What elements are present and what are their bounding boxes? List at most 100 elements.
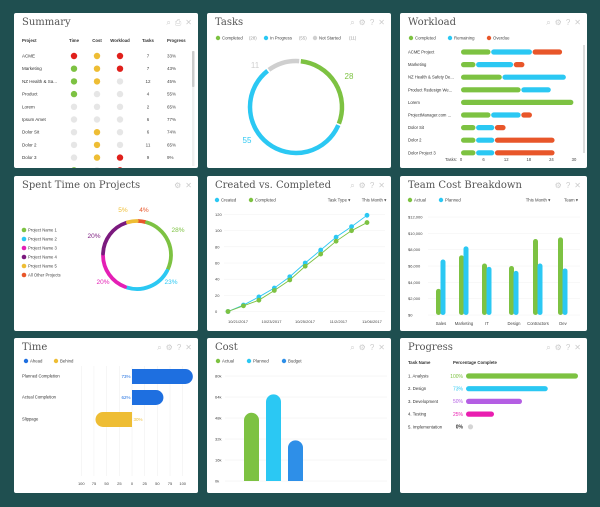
legend-dot (248, 197, 254, 203)
close-icon[interactable]: ✕ (185, 343, 192, 352)
cost-status-dot (93, 154, 101, 161)
data-point (318, 251, 324, 257)
close-icon[interactable]: ✕ (185, 18, 192, 27)
cost-status-dot (93, 90, 101, 98)
help-icon[interactable]: ? (369, 181, 375, 190)
bar-segment-remaining (476, 150, 495, 156)
gear-icon[interactable]: ⚙ (554, 181, 562, 190)
y-tick: $8,000 (408, 247, 421, 252)
cost-panel: Cost ⌕ ⚙? ✕ Actual Planned Budget 0k 16k 32k 48k 64… (207, 338, 391, 493)
gear-icon[interactable]: ⚙ (165, 343, 173, 352)
export-icon[interactable]: ⎙ (174, 18, 182, 27)
bar-actual (558, 237, 563, 315)
close-icon[interactable]: ✕ (378, 18, 385, 27)
help-icon[interactable]: ? (565, 18, 571, 27)
help-icon[interactable]: ? (565, 343, 571, 352)
task-type-dropdown[interactable]: Task Type ▾ (328, 198, 351, 203)
x-tick: 0 (131, 481, 134, 486)
tasks-count: 6 (147, 130, 150, 135)
bar-actual (509, 266, 514, 315)
gear-icon[interactable]: ⚙ (174, 181, 182, 190)
period-dropdown[interactable]: This Month ▾ (362, 198, 387, 203)
time-status-dot (70, 52, 78, 60)
x-tick: 50 (104, 481, 109, 486)
data-point (333, 234, 339, 240)
tasks-count: 2 (147, 104, 150, 109)
time-status-dot (70, 90, 78, 98)
close-icon[interactable]: ✕ (378, 181, 385, 190)
search-icon[interactable]: ⌕ (157, 343, 162, 352)
help-icon[interactable]: ? (369, 18, 375, 27)
y-tick: 100 (215, 228, 222, 233)
tasks-count: 7 (147, 66, 150, 71)
close-icon[interactable]: ✕ (378, 343, 385, 352)
legend-label: Not Started (319, 36, 341, 41)
help-icon[interactable]: ? (369, 343, 375, 352)
search-icon[interactable]: ⌕ (350, 343, 355, 352)
panel-toolbar: ⌕ ⚙? ✕ (350, 181, 385, 191)
search-icon[interactable]: ⌕ (166, 18, 171, 27)
row-label: NZ Health & Safety De... (408, 75, 454, 80)
table-row: Dolor 3 9 9% (22, 154, 174, 161)
value-label: 62% (121, 395, 130, 400)
bar-segment-overdue (494, 150, 555, 156)
close-icon[interactable]: ✕ (574, 343, 581, 352)
gear-icon[interactable]: ⚙ (554, 343, 562, 352)
table-row: Marketing 7 43% (22, 65, 176, 72)
progress-bar (466, 373, 578, 379)
gear-icon[interactable]: ⚙ (358, 18, 366, 27)
gear-icon[interactable]: ⚙ (358, 343, 366, 352)
donut-segment (267, 58, 300, 72)
legend-dot (486, 35, 492, 41)
segment-label: 5% (118, 207, 128, 214)
segment-label: 28 (345, 72, 354, 81)
close-icon[interactable]: ✕ (574, 18, 581, 27)
percent-label: 100% (450, 374, 463, 380)
team-dropdown[interactable]: Team ▾ (564, 198, 578, 203)
legend-count: (28) (249, 36, 257, 41)
bar-row: Dolor 2 (408, 137, 555, 143)
bar-planned (513, 270, 519, 315)
search-icon[interactable]: ⌕ (350, 18, 355, 27)
search-icon[interactable]: ⌕ (546, 18, 551, 27)
x-tick: 0 (460, 157, 463, 162)
cost-status-dot (93, 52, 101, 60)
legend-label: Completed (415, 36, 436, 41)
row-label: Actual Completion (22, 395, 57, 400)
bar-ahead (132, 369, 193, 384)
data-point (349, 224, 354, 230)
gear-icon[interactable]: ⚙ (554, 18, 562, 27)
table-row: Ipsum 135% (22, 167, 174, 168)
task-name: 2. Design (408, 386, 427, 391)
help-icon[interactable]: ? (176, 343, 182, 352)
period-dropdown[interactable]: This Month ▾ (526, 198, 551, 203)
legend-label: Planned (253, 359, 269, 364)
donut-segment (136, 219, 148, 224)
panel-chart: Project Name 1 Project Name 2 Project Name… (21, 207, 185, 291)
x-tick: Dev (559, 321, 567, 326)
panel-title: Time (22, 342, 48, 353)
close-icon[interactable]: ✕ (574, 181, 581, 190)
row-label: ProjectManager.com ... (408, 113, 451, 118)
scrollbar-thumb[interactable] (192, 51, 195, 87)
panel-toolbar: ⌕ ⚙? ✕ (157, 343, 192, 353)
value-label: 30% (134, 417, 143, 422)
donut-segment (144, 220, 173, 272)
help-icon[interactable]: ? (565, 181, 571, 190)
y-tick: 64k (215, 395, 221, 400)
search-icon[interactable]: ⌕ (546, 343, 551, 352)
data-point (349, 228, 354, 234)
close-icon[interactable]: ✕ (185, 181, 192, 190)
bar-segment-completed (461, 49, 491, 55)
project-name: Dolor 3 (22, 155, 37, 160)
project-name: Marketing (22, 66, 42, 71)
percent-label: 73% (453, 387, 464, 393)
table-row: NZ Health & Sa... 12 45% (22, 78, 176, 85)
gear-icon[interactable]: ⚙ (358, 181, 366, 190)
search-icon[interactable]: ⌕ (350, 181, 355, 190)
percent-label: 25% (453, 412, 464, 418)
donut-segment (247, 69, 341, 156)
progress-value: 9% (167, 155, 174, 160)
progress-value: 74% (167, 130, 176, 135)
x-tick: 18 (526, 157, 531, 162)
